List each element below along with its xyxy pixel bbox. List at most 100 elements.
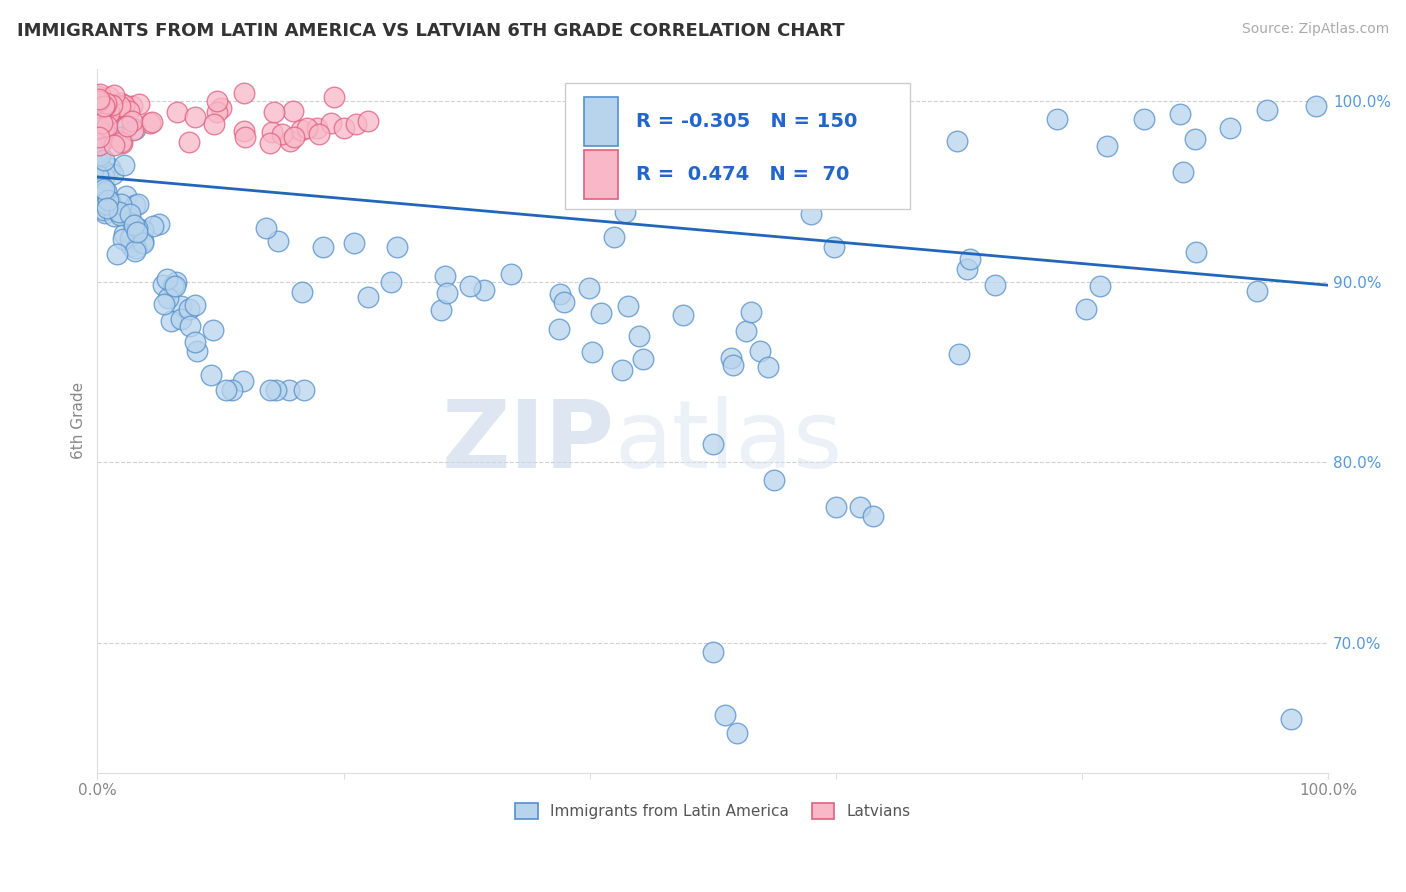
Point [152, 278, 174, 293]
Point [200, 368, 222, 383]
Point [232, 375, 254, 389]
Point [124, 122, 146, 136]
Point [91, 116, 114, 130]
Point [121, 99, 143, 113]
Point [124, 244, 146, 259]
Point [87, 92, 110, 106]
Text: R =  0.474   N =  70: R = 0.474 N = 70 [637, 165, 849, 184]
Point [162, 278, 184, 293]
Point [259, 136, 281, 150]
Text: R = -0.305   N = 150: R = -0.305 N = 150 [637, 112, 858, 131]
Point [714, 708, 737, 723]
Point [125, 220, 148, 235]
Point [429, 302, 451, 317]
Point [103, 87, 125, 102]
Point [121, 114, 143, 128]
Point [114, 189, 136, 203]
Point [263, 105, 285, 120]
Point [305, 120, 328, 135]
Point [1074, 302, 1097, 317]
Point [278, 134, 301, 148]
Point [87, 94, 110, 108]
Point [86, 96, 108, 111]
Point [93, 194, 115, 209]
Point [380, 275, 402, 289]
Point [1046, 112, 1069, 126]
Y-axis label: 6th Grade: 6th Grade [72, 382, 86, 459]
Point [98, 161, 121, 175]
Point [657, 120, 679, 134]
Point [472, 283, 495, 297]
Point [956, 262, 979, 277]
Point [103, 167, 125, 181]
Point [110, 99, 132, 113]
Point [87, 130, 110, 145]
Point [93, 99, 115, 113]
Point [94, 95, 117, 110]
Point [108, 205, 131, 219]
Point [672, 308, 695, 322]
Point [165, 278, 187, 293]
Point [824, 500, 846, 515]
Point [631, 352, 654, 367]
Point [343, 235, 366, 250]
Point [91, 180, 114, 194]
Point [756, 360, 779, 375]
Point [165, 276, 187, 290]
Point [94, 184, 117, 198]
Point [120, 239, 142, 253]
Point [281, 103, 304, 118]
Point [115, 120, 138, 134]
Point [1246, 284, 1268, 298]
Point [93, 202, 115, 217]
Point [357, 114, 380, 128]
Point [292, 383, 315, 397]
Point [553, 294, 575, 309]
Point [127, 197, 149, 211]
Point [221, 383, 243, 397]
Point [122, 219, 145, 233]
Point [581, 344, 603, 359]
Point [148, 217, 170, 231]
Point [578, 281, 600, 295]
Point [344, 118, 367, 132]
FancyBboxPatch shape [565, 83, 910, 210]
Point [179, 301, 201, 316]
Point [110, 129, 132, 144]
Point [1170, 106, 1192, 120]
Point [1184, 132, 1206, 146]
Point [322, 90, 344, 104]
Point [118, 103, 141, 118]
Point [723, 358, 745, 372]
Point [725, 726, 748, 740]
Point [264, 383, 287, 397]
Point [749, 344, 772, 359]
Point [89, 148, 111, 162]
Point [889, 183, 911, 197]
Point [184, 298, 207, 312]
Point [387, 240, 409, 254]
Point [120, 207, 142, 221]
Point [184, 110, 207, 124]
Point [740, 304, 762, 318]
Point [120, 211, 142, 226]
Point [849, 500, 872, 515]
Point [702, 437, 724, 451]
Point [97, 198, 120, 212]
Point [91, 186, 114, 201]
Point [232, 123, 254, 137]
Point [166, 105, 188, 120]
Point [90, 123, 112, 137]
Point [110, 135, 132, 149]
Text: Source: ZipAtlas.com: Source: ZipAtlas.com [1241, 22, 1389, 37]
Point [155, 272, 177, 286]
Legend: Immigrants from Latin America, Latvians: Immigrants from Latin America, Latvians [509, 797, 917, 825]
Point [91, 195, 114, 210]
Point [93, 153, 115, 168]
Point [87, 139, 110, 153]
Point [202, 323, 225, 337]
Point [89, 95, 111, 110]
Point [1132, 112, 1154, 126]
Point [87, 121, 110, 136]
Point [610, 363, 633, 377]
